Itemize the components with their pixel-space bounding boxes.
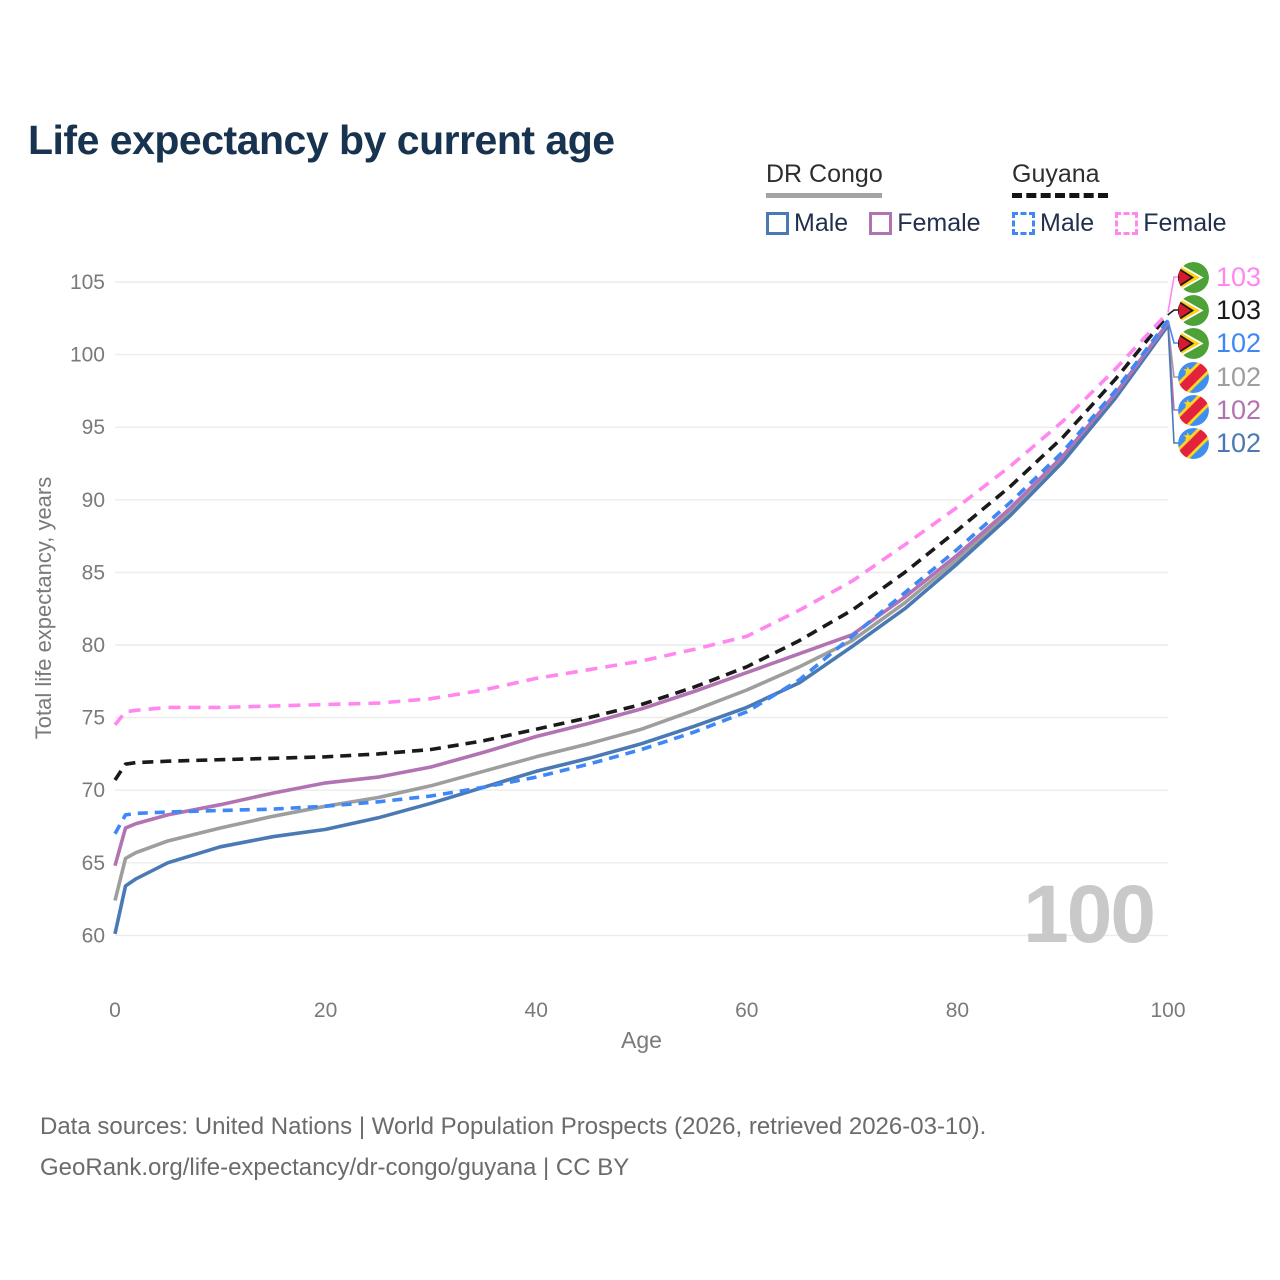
dr-congo-flag-icon: [1178, 427, 1209, 459]
data-source-note: Data sources: United Nations | World Pop…: [40, 1106, 986, 1188]
svg-text:60: 60: [82, 924, 105, 947]
legend-country-label: DR Congo: [766, 160, 883, 188]
legend-item-label: Female: [897, 209, 981, 237]
end-value: 102: [1216, 327, 1262, 358]
svg-text:90: 90: [82, 489, 105, 512]
guyana-flag-icon: [1178, 327, 1209, 359]
age-watermark: 100: [1023, 869, 1156, 960]
legend-item-drc-male: Male: [766, 209, 848, 238]
footer-line-1: Data sources: United Nations | World Pop…: [40, 1113, 987, 1140]
legend-item-drc-female: Female: [869, 209, 981, 238]
svg-text:Age: Age: [621, 1027, 662, 1053]
legend-country-label: Guyana: [1012, 160, 1100, 188]
svg-text:75: 75: [82, 707, 105, 730]
end-label-drc-total: 102: [1178, 361, 1261, 393]
end-label-guyana-female: 103: [1178, 261, 1261, 293]
legend-item-guyana-male: Male: [1012, 209, 1094, 238]
legend-swatch-drc-male: [766, 212, 789, 235]
y-axis-title: Total life expectancy, years: [31, 476, 56, 740]
legend-item-label: Female: [1143, 209, 1227, 237]
legend-underline-dashed: [1012, 193, 1108, 198]
legend-item-label: Male: [794, 209, 849, 237]
svg-text:80: 80: [82, 634, 105, 657]
end-value: 102: [1216, 361, 1262, 392]
svg-text:105: 105: [70, 271, 105, 294]
svg-text:20: 20: [314, 999, 337, 1022]
legend-row: Male Female: [766, 209, 995, 238]
footer-line-2: GeoRank.org/life-expectancy/dr-congo/guy…: [40, 1154, 630, 1181]
dr-congo-flag-icon: [1178, 394, 1209, 426]
legend-swatch-guyana-female: [1115, 212, 1139, 235]
svg-text:100: 100: [1150, 999, 1185, 1022]
svg-text:65: 65: [82, 852, 105, 875]
legend-swatch-drc-female: [869, 212, 893, 235]
legend-item-label: Male: [1040, 209, 1095, 237]
svg-text:80: 80: [946, 999, 969, 1022]
svg-text:100: 100: [70, 344, 105, 367]
end-value: 103: [1216, 261, 1262, 292]
end-label-guyana-total: 103: [1178, 294, 1261, 326]
end-value: 102: [1216, 427, 1262, 458]
svg-text:0: 0: [109, 999, 121, 1022]
page-title: Life expectancy by current age: [28, 117, 615, 164]
dr-congo-flag-icon: [1178, 361, 1209, 393]
guyana-flag-icon: [1178, 261, 1209, 293]
svg-text:70: 70: [82, 779, 105, 802]
legend-swatch-guyana-male: [1012, 212, 1035, 235]
end-value: 103: [1216, 294, 1262, 325]
svg-text:85: 85: [82, 561, 105, 584]
legend-group-dr-congo: DR Congo Male Female: [766, 160, 995, 238]
svg-text:95: 95: [82, 416, 105, 439]
legend-group-guyana: Guyana Male Female: [1012, 160, 1241, 238]
svg-text:40: 40: [525, 999, 548, 1022]
svg-text:60: 60: [735, 999, 758, 1022]
legend-row: Male Female: [1012, 209, 1241, 238]
end-label-drc-male: 102: [1178, 427, 1261, 459]
legend-item-guyana-female: Female: [1115, 209, 1227, 238]
legend-underline-solid: [766, 193, 882, 198]
end-value: 102: [1216, 394, 1262, 425]
end-label-drc-female: 102: [1178, 394, 1261, 426]
guyana-flag-icon: [1178, 294, 1209, 326]
end-label-guyana-male: 102: [1178, 327, 1261, 359]
